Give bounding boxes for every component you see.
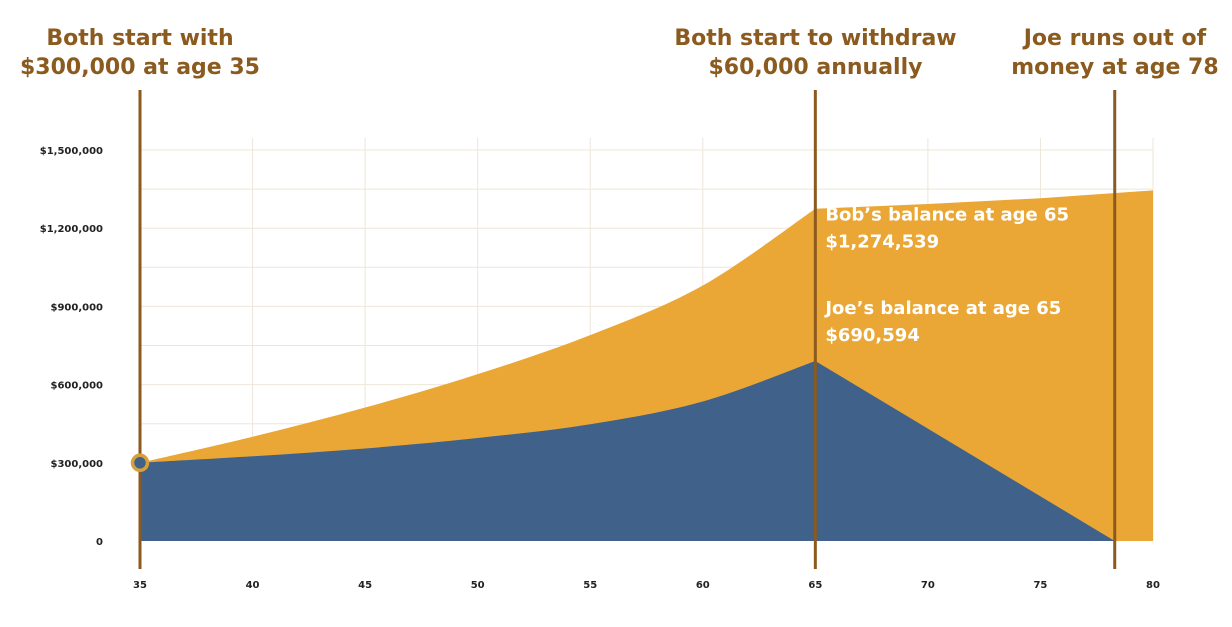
annotation-3-line-1: Joe runs out of — [1023, 26, 1207, 51]
annotation-3-line-2: money at age 78 — [1011, 55, 1219, 80]
x-tick-label: 40 — [246, 580, 260, 591]
y-tick-label: $900,000 — [50, 302, 103, 313]
y-tick-label: $1,500,000 — [40, 146, 103, 157]
value-labels: Bob’s balance at age 65 $1,274,539 Joe’s b… — [823, 204, 1069, 346]
x-tick-label: 35 — [133, 580, 147, 591]
annotation-1-line-1: Both start with — [46, 26, 234, 51]
annotation-3: Joe runs out of money at age 78 — [1011, 24, 1218, 82]
start-point-dot — [130, 453, 150, 473]
start-point-marker — [130, 453, 150, 473]
y-tick-label: 0 — [96, 537, 103, 548]
value-label-1-line-1: Bob’s balance at age 65 — [825, 204, 1069, 225]
annotation-1-line-2: $300,000 at age 35 — [20, 55, 260, 80]
x-tick-label: 65 — [808, 580, 822, 591]
annotation-2: Both start to withdraw $60,000 annually — [674, 24, 956, 82]
annotation-2-line-1: Both start to withdraw — [674, 26, 957, 51]
annotation-2-line-2: $60,000 annually — [708, 55, 923, 80]
x-tick-label: 45 — [358, 580, 372, 591]
x-tick-label: 75 — [1033, 580, 1047, 591]
y-tick-label: $1,200,000 — [40, 224, 103, 235]
joe-balance-area — [140, 360, 1115, 541]
series-areas — [140, 190, 1153, 542]
annotation-1: Both start with $300,000 at age 35 — [20, 24, 260, 82]
x-tick-label: 70 — [921, 580, 935, 591]
value-label-1-line-2: $1,274,539 — [825, 231, 939, 252]
value-label-2-line-1: Joe’s balance at age 65 — [823, 298, 1061, 319]
x-tick-label: 55 — [583, 580, 597, 591]
y-tick-label: $600,000 — [50, 381, 103, 392]
milestone-lines — [138, 90, 1117, 569]
y-tick-label: $300,000 — [50, 459, 103, 470]
value-label-2-line-2: $690,594 — [825, 325, 920, 346]
x-tick-label: 60 — [696, 580, 710, 591]
y-axis-tick-labels: 0 $300,000 $600,000 $900,000 $1,200,000 $1,50… — [40, 146, 103, 548]
x-tick-label: 80 — [1146, 580, 1160, 591]
x-axis-tick-labels: 35 40 45 50 55 60 65 70 75 80 — [133, 580, 1160, 591]
x-tick-label: 50 — [471, 580, 485, 591]
